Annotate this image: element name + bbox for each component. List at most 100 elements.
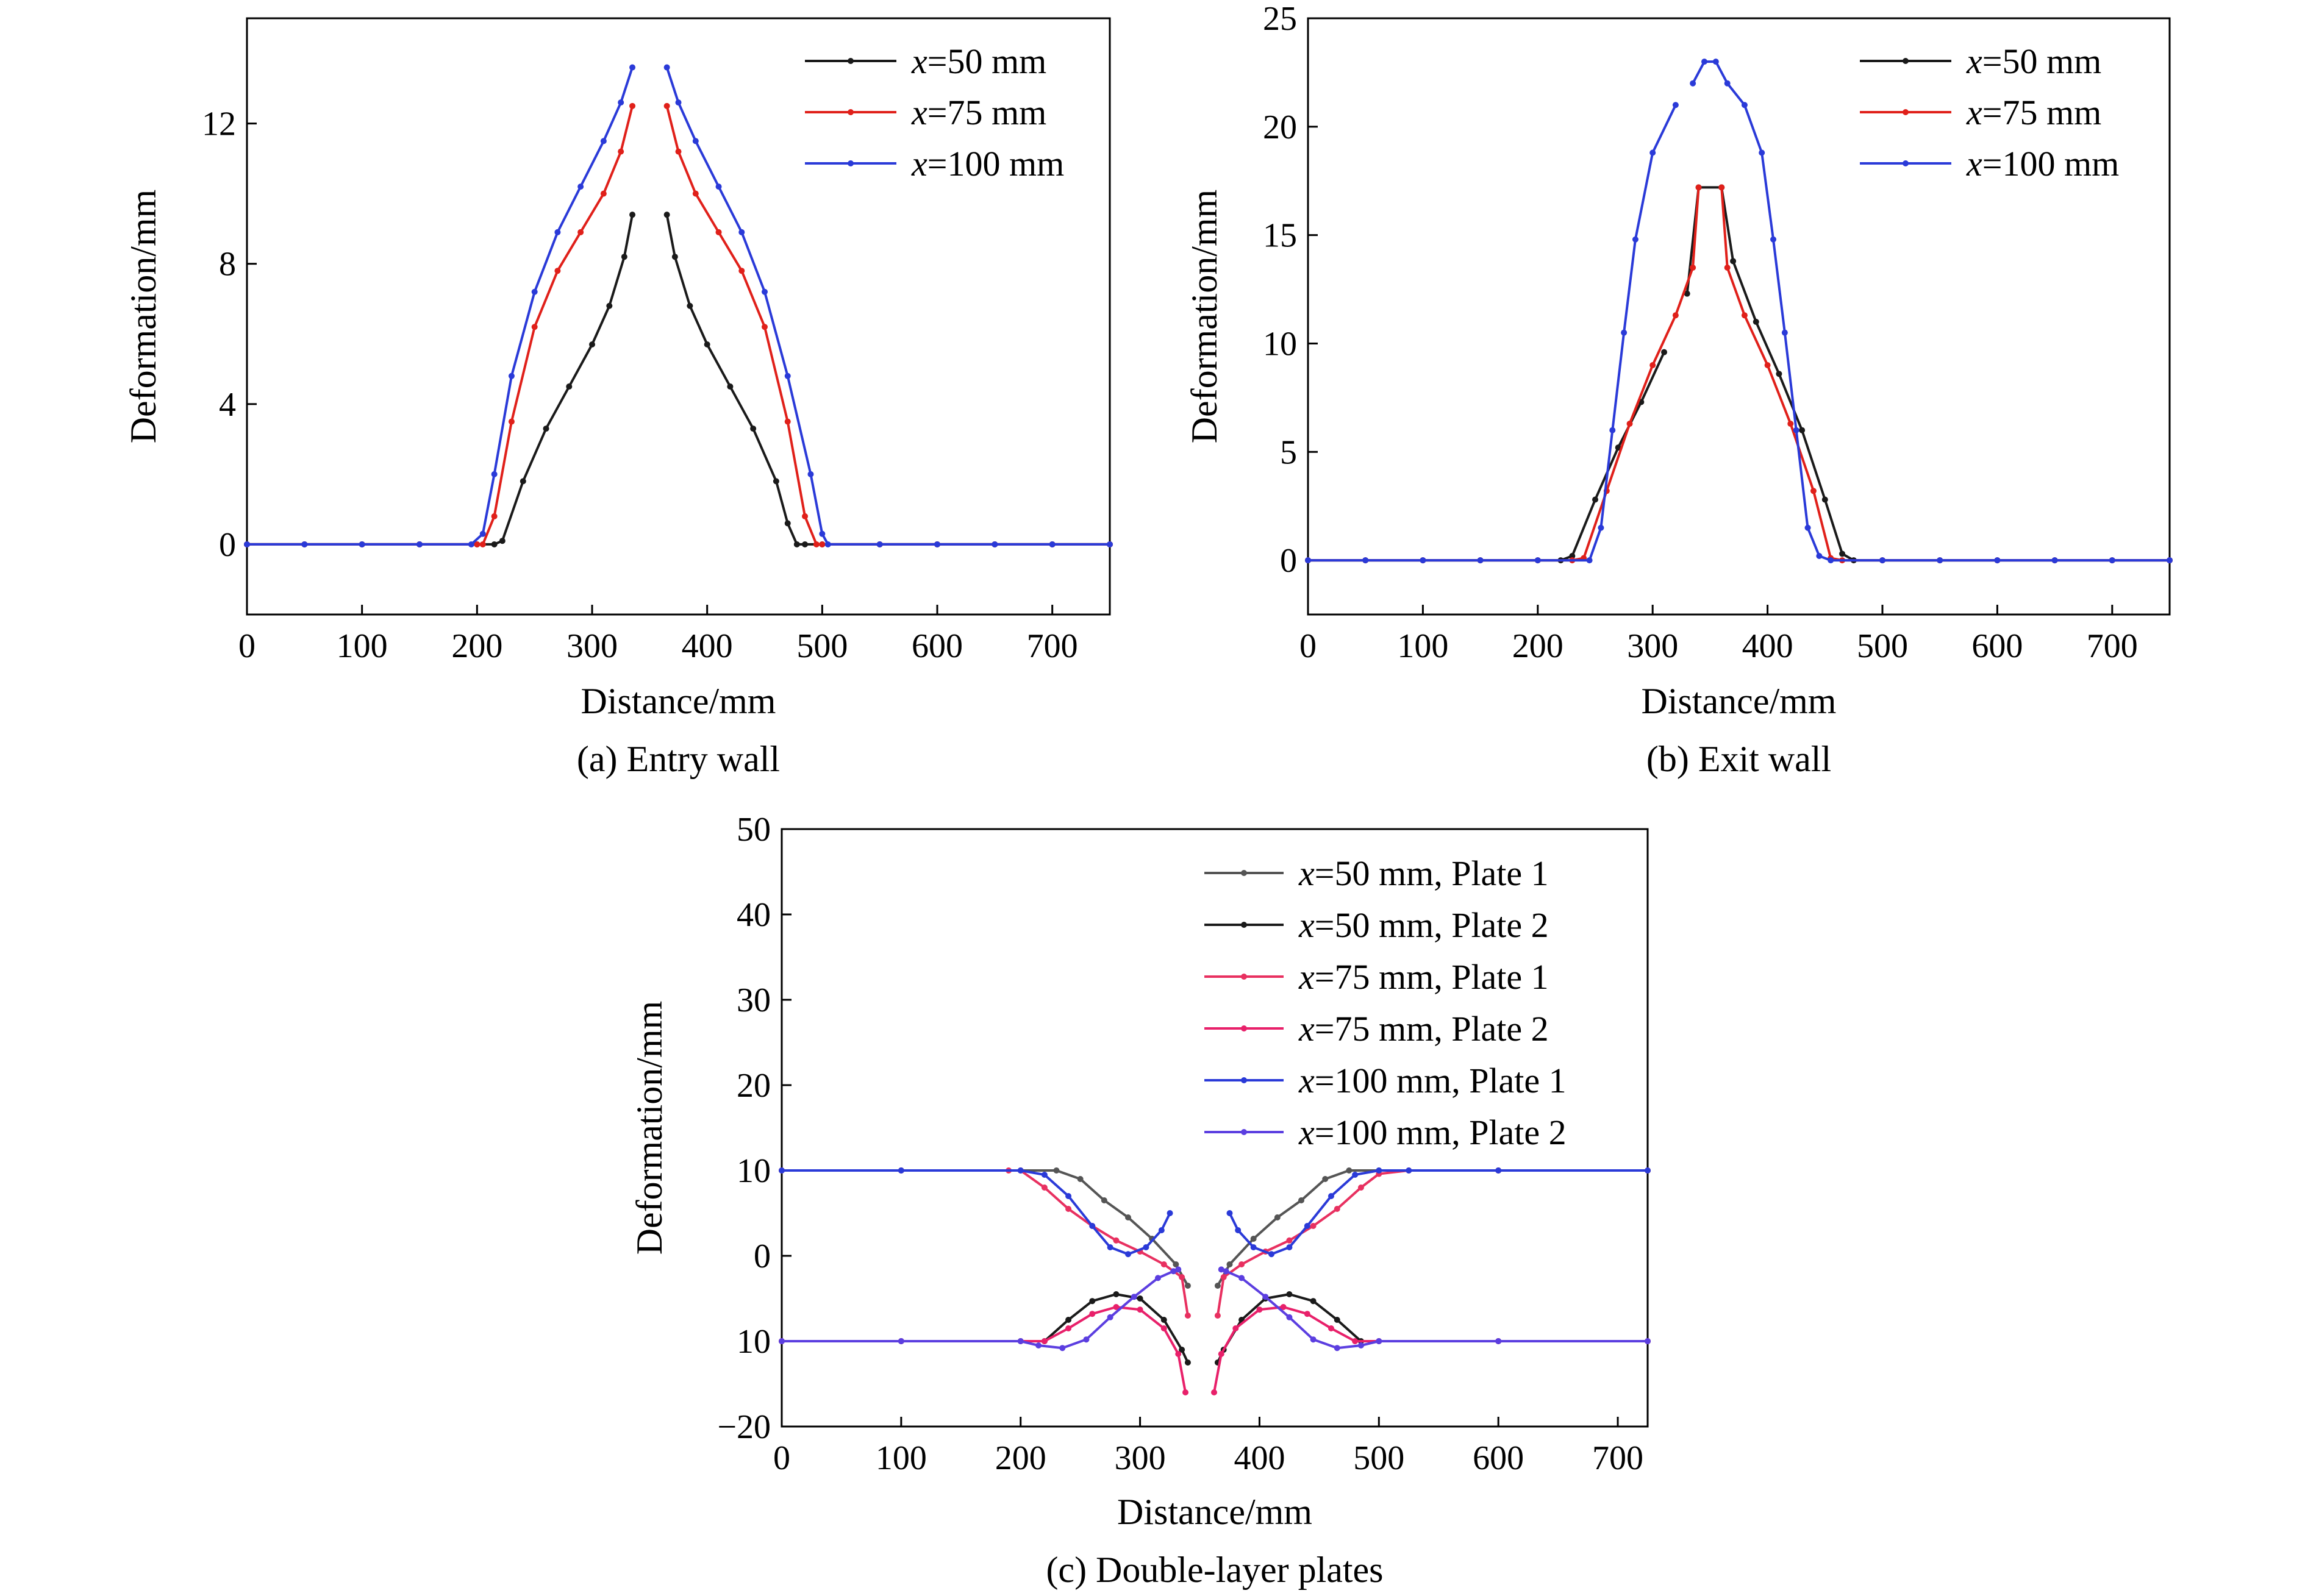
plot-frame (1307, 17, 2171, 616)
data-point (1125, 1214, 1131, 1220)
x-tick-label: 400 (1234, 1439, 1285, 1477)
data-point (1649, 149, 1656, 156)
data-point (508, 418, 515, 425)
data-point (1718, 184, 1725, 191)
data-point (1238, 1261, 1245, 1267)
data-point (802, 541, 809, 547)
legend-label: x=50 mm (1966, 41, 2101, 81)
data-point (1477, 557, 1484, 564)
data-point (1310, 1298, 1317, 1305)
x-tick-label: 400 (1742, 627, 1793, 665)
series-line (1308, 187, 1700, 562)
data-point (1724, 264, 1731, 271)
x-axis-label: Distance/mm (1642, 681, 1837, 721)
legend-marker (848, 160, 854, 166)
data-point (491, 471, 498, 477)
data-point (1154, 1275, 1161, 1281)
data-point (491, 513, 498, 519)
legend-label: x=100 mm (911, 144, 1064, 183)
data-point (692, 138, 699, 144)
data-point (1143, 1244, 1149, 1250)
legend-label-variable: x (1298, 1113, 1315, 1152)
legend-label-variable: x (1298, 1061, 1315, 1100)
data-point (819, 530, 826, 537)
data-point (1065, 1325, 1072, 1331)
series-line (782, 1306, 1187, 1393)
data-point (675, 148, 682, 155)
data-point (663, 64, 670, 71)
y-tick-label: 20 (1263, 109, 1297, 146)
x-tick-label: 200 (995, 1439, 1046, 1477)
data-point (600, 190, 607, 197)
data-point (1065, 1193, 1072, 1199)
data-point (1184, 1283, 1191, 1289)
series-line (1692, 60, 2170, 562)
panel-caption: (c) Double-layer plates (1046, 1550, 1383, 1590)
data-point (520, 478, 526, 485)
legend-label-text: =50 mm (927, 41, 1046, 81)
data-point (1357, 1185, 1364, 1191)
data-point (1352, 1338, 1359, 1344)
x-tick-label: 600 (1971, 627, 2023, 665)
data-point (1137, 1306, 1143, 1313)
data-point (1810, 488, 1817, 494)
data-point (1495, 1338, 1502, 1344)
data-point (1232, 1325, 1239, 1331)
data-point (1182, 1389, 1189, 1395)
legend-label-text: =100 mm, Plate 2 (1315, 1113, 1567, 1152)
data-point (491, 541, 498, 547)
legend-label: x=50 mm, Plate 1 (1298, 853, 1549, 893)
data-point (992, 541, 998, 547)
data-point (1107, 541, 1113, 547)
data-point (1223, 1268, 1229, 1275)
data-point (2109, 557, 2115, 564)
y-tick-label: −20 (717, 1408, 771, 1446)
chart-panel-double-layer-plates: 0 100 200 300 400 500 600 700−201001020304050Di… (629, 811, 1651, 1590)
data-point (618, 148, 624, 155)
data-point (1017, 1167, 1024, 1174)
data-point (1035, 1342, 1042, 1348)
data-point (1041, 1185, 1048, 1191)
legend-label: x=75 mm, Plate 1 (1298, 957, 1549, 997)
data-point (1089, 1311, 1096, 1317)
data-point (1937, 557, 1943, 564)
series-line (1308, 104, 1677, 562)
data-point (629, 64, 636, 71)
data-point (1175, 1266, 1182, 1273)
data-point (715, 183, 722, 190)
x-tick-label: 400 (682, 627, 733, 665)
data-point (1730, 258, 1737, 265)
data-point (1310, 1336, 1317, 1343)
data-point (1113, 1291, 1120, 1297)
data-point (1179, 1274, 1185, 1280)
data-point (1839, 550, 1846, 557)
series-2 (1305, 184, 2173, 564)
legend-label-variable: x (1298, 853, 1315, 893)
data-point (1160, 1261, 1167, 1267)
data-point (1184, 1313, 1191, 1319)
y-tick-label: 30 (737, 981, 771, 1019)
data-point (1759, 149, 1765, 156)
y-tick-label: 20 (737, 1067, 771, 1105)
data-point (898, 1167, 904, 1174)
data-point (301, 541, 308, 547)
data-point (600, 138, 607, 144)
legend-marker (1241, 1077, 1247, 1083)
data-point (738, 268, 745, 274)
data-point (1226, 1261, 1233, 1267)
legend-marker (1241, 1025, 1247, 1031)
data-point (1250, 1244, 1257, 1250)
data-point (1125, 1251, 1131, 1258)
x-tick-label: 300 (566, 627, 618, 665)
data-point (1218, 1266, 1224, 1273)
data-point (1362, 557, 1369, 564)
series-4 (779, 1304, 1651, 1395)
data-point (813, 541, 820, 547)
x-tick-label: 700 (2087, 627, 2138, 665)
data-point (1724, 80, 1731, 87)
data-point (1305, 557, 1311, 564)
series-line (782, 1169, 1171, 1256)
data-point (1690, 80, 1696, 87)
data-point (1113, 1304, 1120, 1310)
data-point (1256, 1306, 1263, 1313)
